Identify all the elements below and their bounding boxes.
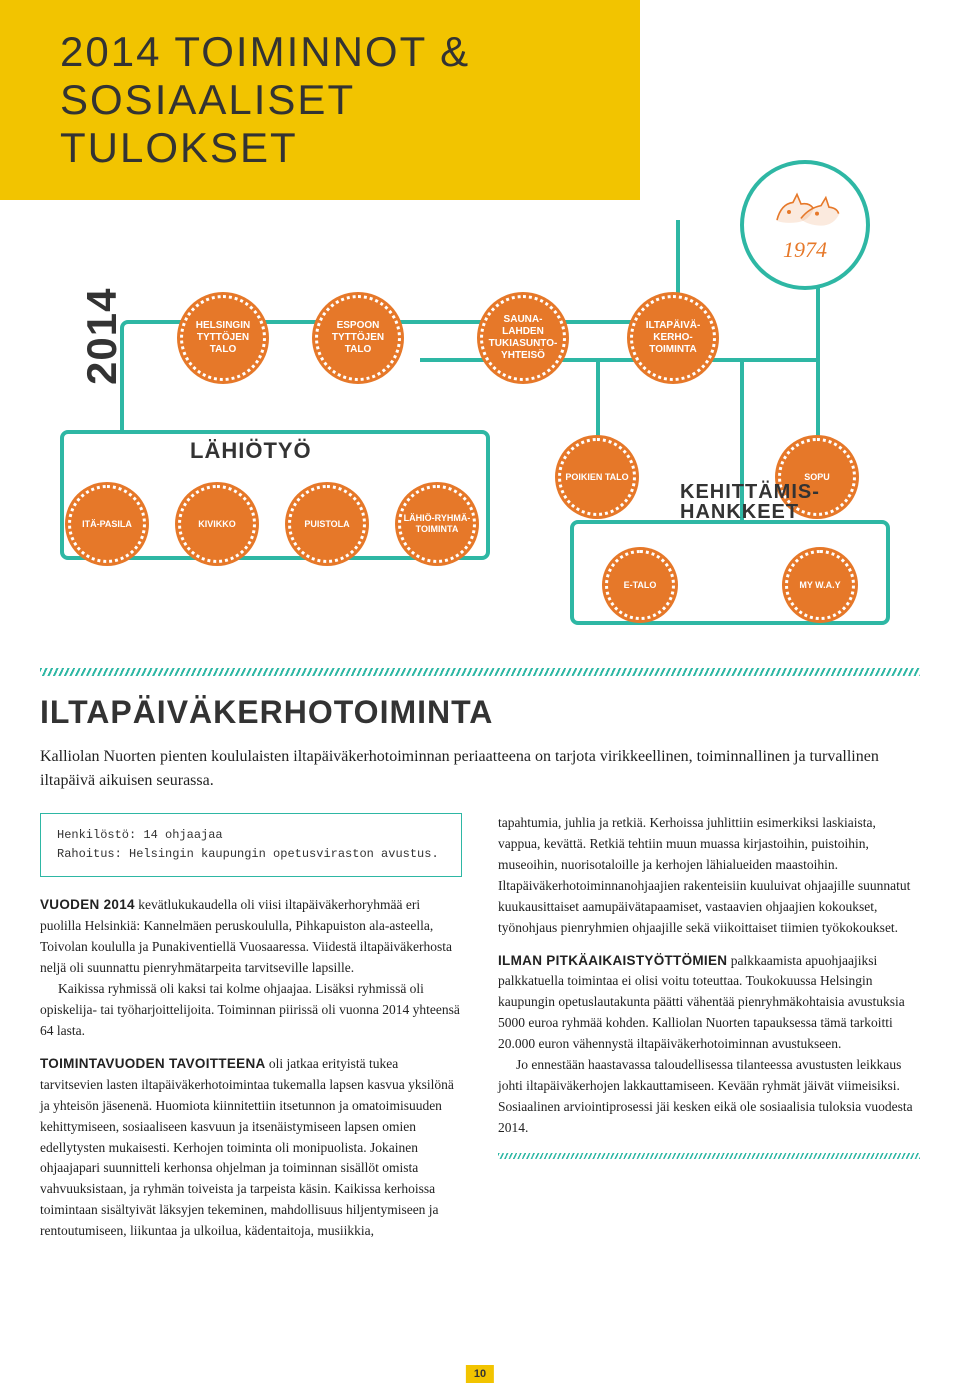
left-p1: VUODEN 2014 kevätlukukaudella oli viisi … (40, 895, 462, 1041)
node-myway: MY W.A.Y (785, 550, 855, 620)
node-poikien-talo: POIKIEN TALO (558, 438, 636, 516)
right-p2-indent: Jo ennestään haastavassa taloudellisessa… (498, 1055, 920, 1139)
year-2014-label: 2014 (78, 288, 126, 385)
kehittamis-label: KEHITTÄMIS-HANKKEET (680, 482, 820, 522)
logo-year: 1974 (783, 237, 827, 263)
kehittamis-label-text: KEHITTÄMIS-HANKKEET (680, 481, 820, 523)
article-lead: Kalliolan Nuorten pienten koululaisten i… (40, 745, 920, 793)
hatch-divider (40, 668, 920, 676)
connector (596, 358, 600, 448)
info-line-2: Rahoitus: Helsingin kaupungin opetusvira… (57, 845, 445, 864)
info-box: Henkilöstö: 14 ohjaajaa Rahoitus: Helsin… (40, 813, 462, 877)
connector (816, 358, 820, 448)
node-kivikko: KIVIKKO (178, 485, 256, 563)
node-helsingin-tyttojen-talo: HELSINGIN TYTTÖJEN TALO (180, 295, 266, 381)
node-lahioryhma: LÄHIÖ-RYHMÄ-TOIMINTA (398, 485, 476, 563)
org-diagram: 2014 1974 HELSINGIN TYTTÖJEN TALO ESPOON… (40, 220, 920, 650)
left-p2-runin: TOIMINTAVUODEN TAVOITTEENA (40, 1056, 266, 1071)
article-columns: Henkilöstö: 14 ohjaajaa Rahoitus: Helsin… (40, 813, 920, 1254)
info-line-1: Henkilöstö: 14 ohjaajaa (57, 826, 445, 845)
left-p1-runin: VUODEN 2014 (40, 897, 135, 912)
left-p2: TOIMINTAVUODEN TAVOITTEENA oli jatkaa er… (40, 1054, 462, 1242)
logo-circle: 1974 (740, 160, 870, 290)
right-p1: tapahtumia, juhlia ja retkiä. Kerhoissa … (498, 813, 920, 939)
right-p2-runin: ILMAN PITKÄAIKAISTYÖTTÖMIEN (498, 953, 727, 968)
fox-icon (765, 187, 845, 237)
connector (420, 358, 816, 362)
node-puistola: PUISTOLA (288, 485, 366, 563)
hatch-divider-small (498, 1153, 920, 1159)
title-banner: 2014 TOIMINNOT & SOSIAALISET TULOKSET (0, 0, 640, 200)
left-p2-body: oli jatkaa erityistä tukea tarvitsevien … (40, 1056, 454, 1238)
page-title: 2014 TOIMINNOT & SOSIAALISET TULOKSET (60, 28, 600, 172)
right-p2: ILMAN PITKÄAIKAISTYÖTTÖMIEN palkkaamista… (498, 951, 920, 1139)
title-line-1: 2014 TOIMINNOT & (60, 28, 600, 76)
title-line-2: SOSIAALISET TULOKSET (60, 76, 600, 172)
column-left: Henkilöstö: 14 ohjaajaa Rahoitus: Helsin… (40, 813, 462, 1254)
connector (120, 358, 124, 432)
node-saunalahden: SAUNA-LAHDEN TUKIASUNTO-YHTEISÖ (480, 295, 566, 381)
page-number: 10 (466, 1365, 494, 1383)
article-heading: ILTAPÄIVÄKERHOTOIMINTA (40, 694, 920, 731)
node-ita-pasila: ITÄ-PASILA (68, 485, 146, 563)
node-iltapaivakerho: ILTAPÄIVÄ-KERHO-TOIMINTA (630, 295, 716, 381)
article-content: ILTAPÄIVÄKERHOTOIMINTA Kalliolan Nuorten… (40, 694, 920, 1254)
node-espoon-tyttojen-talo: ESPOON TYTTÖJEN TALO (315, 295, 401, 381)
column-right: tapahtumia, juhlia ja retkiä. Kerhoissa … (498, 813, 920, 1254)
left-p1-indent: Kaikissa ryhmissä oli kaksi tai kolme oh… (40, 979, 462, 1042)
node-etalo: E-TALO (605, 550, 675, 620)
lahiotyo-label: LÄHIÖTYÖ (190, 438, 312, 464)
